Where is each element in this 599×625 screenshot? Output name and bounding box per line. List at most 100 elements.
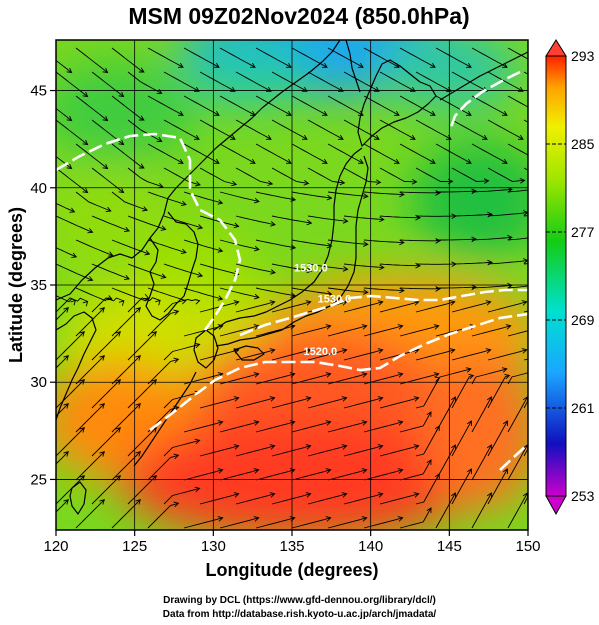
streamline-arrow — [413, 396, 420, 402]
streamline-arrow — [290, 196, 297, 202]
streamline — [415, 473, 440, 505]
streamline — [255, 517, 295, 529]
streamline — [75, 451, 105, 481]
streamline-arrow — [486, 492, 492, 498]
streamline — [451, 213, 493, 217]
streamline-arrow — [197, 272, 204, 278]
coastline-korea — [145, 211, 199, 321]
streamline — [183, 287, 223, 300]
streamline-arrow — [519, 177, 526, 184]
streamline-arrow — [115, 331, 121, 337]
streamline — [435, 143, 472, 164]
y-tick-label: 30 — [30, 374, 47, 391]
x-tick-label: 145 — [437, 538, 462, 555]
streamline — [343, 349, 383, 361]
streamline — [507, 396, 528, 433]
colorbar-upper-arrow — [545, 39, 567, 57]
streamline — [399, 507, 432, 529]
streamline-arrow — [507, 234, 513, 241]
streamline-arrow — [79, 331, 85, 337]
streamline — [523, 495, 528, 505]
streamline — [307, 349, 347, 361]
streamline — [147, 191, 187, 206]
streamline-arrow — [135, 451, 141, 457]
streamline — [91, 331, 121, 361]
streamline — [255, 239, 296, 249]
streamline — [435, 492, 456, 529]
streamline-arrow — [447, 178, 454, 185]
streamline-arrow — [433, 324, 440, 330]
streamline — [219, 287, 260, 298]
streamline-arrow — [430, 62, 436, 68]
streamline — [343, 445, 383, 457]
streamline-arrow — [217, 295, 224, 301]
streamline — [507, 492, 528, 529]
streamline-arrow — [397, 372, 404, 378]
streamline — [307, 119, 344, 140]
streamline — [471, 325, 511, 337]
streamline — [415, 377, 440, 409]
streamline — [379, 397, 419, 409]
streamline-arrow — [135, 499, 141, 505]
streamline — [91, 263, 130, 280]
colorbar-scale — [545, 55, 567, 497]
streamline — [219, 47, 256, 68]
streamline-arrow — [466, 110, 472, 116]
coastline-sakhalin — [345, 40, 361, 93]
streamline-arrow — [505, 324, 512, 330]
streamline — [307, 445, 347, 457]
streamline — [487, 349, 527, 361]
streamline — [235, 215, 276, 226]
colorbar-lower-arrow — [545, 495, 567, 516]
streamline — [399, 373, 439, 385]
streamline — [379, 119, 416, 140]
streamline-arrow — [138, 115, 145, 121]
streamline-arrow — [358, 62, 364, 68]
streamline-arrow — [507, 282, 513, 289]
x-tick-label: 125 — [122, 538, 147, 555]
streamline — [183, 143, 220, 164]
streamline — [363, 239, 404, 244]
streamline — [523, 447, 528, 457]
streamline — [147, 287, 187, 302]
streamline-arrow — [151, 379, 157, 385]
streamline — [75, 191, 111, 212]
streamline-arrow — [250, 62, 256, 68]
streamline-arrow — [63, 451, 69, 457]
streamline — [451, 261, 493, 265]
streamline — [163, 167, 201, 186]
streamline-arrow — [468, 373, 475, 380]
streamline-arrow — [303, 180, 310, 186]
streamline-arrow — [124, 226, 130, 233]
coastline-taiwan — [69, 481, 87, 515]
streamline — [163, 487, 200, 505]
streamline — [163, 298, 200, 313]
streamline — [111, 355, 141, 385]
streamline — [127, 167, 163, 188]
streamline — [235, 119, 272, 140]
streamline-arrow — [446, 134, 452, 140]
streamline — [451, 71, 488, 92]
streamline-arrow — [325, 372, 332, 378]
streamline — [199, 445, 239, 457]
streamline — [147, 502, 179, 529]
streamline-arrow — [135, 403, 141, 409]
streamline — [363, 421, 403, 433]
streamline-arrow — [79, 427, 85, 433]
streamline-arrow — [63, 355, 69, 361]
streamline-arrow — [466, 468, 472, 474]
streamline-arrow — [230, 86, 236, 92]
streamline-arrow — [341, 396, 348, 402]
streamline-arrow — [358, 158, 364, 164]
streamline-arrow — [341, 444, 348, 450]
x-tick-label: 120 — [43, 538, 68, 555]
streamline-arrow — [233, 348, 240, 354]
streamline — [327, 421, 367, 433]
streamline-arrow — [99, 403, 105, 409]
streamline-arrow — [377, 444, 384, 450]
streamline-arrow — [99, 307, 105, 313]
streamline — [255, 325, 295, 337]
streamline — [199, 215, 239, 227]
streamline-arrow — [399, 287, 405, 294]
streamline — [507, 372, 528, 385]
